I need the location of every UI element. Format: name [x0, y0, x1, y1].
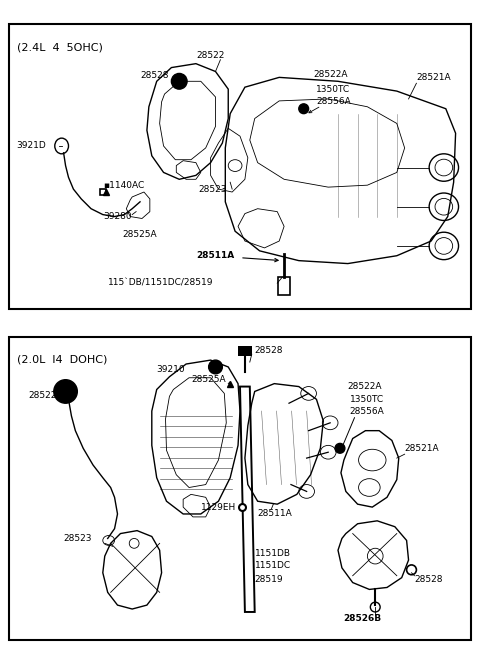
Text: 28556A: 28556A — [316, 97, 351, 106]
Text: 28528: 28528 — [255, 346, 283, 355]
Text: 39280: 39280 — [103, 212, 132, 221]
Text: 1350TC: 1350TC — [350, 395, 384, 404]
Text: 28528: 28528 — [140, 71, 168, 80]
Text: 1151DC: 1151DC — [255, 561, 291, 570]
Text: 28523: 28523 — [63, 534, 92, 543]
Text: 28556A: 28556A — [350, 407, 384, 416]
Text: 115ˋDB/1151DC/28519: 115ˋDB/1151DC/28519 — [108, 279, 213, 288]
Text: 28521A: 28521A — [416, 73, 451, 82]
Text: 28519: 28519 — [255, 575, 283, 584]
Text: 28523: 28523 — [199, 185, 228, 194]
Text: (2.4L  4  5OHC): (2.4L 4 5OHC) — [16, 42, 102, 52]
Circle shape — [54, 380, 77, 403]
Text: 3921D: 3921D — [16, 141, 46, 150]
Text: 1350TC: 1350TC — [316, 85, 350, 94]
Text: (2.0L  l4  DOHC): (2.0L l4 DOHC) — [16, 354, 107, 364]
Text: 28511A: 28511A — [258, 509, 292, 518]
Circle shape — [209, 360, 222, 374]
Text: 28521A: 28521A — [405, 444, 439, 453]
Text: 28522A: 28522A — [313, 70, 348, 79]
Circle shape — [299, 104, 309, 114]
Text: 28525A: 28525A — [122, 230, 157, 238]
Text: 28526B: 28526B — [343, 614, 381, 623]
Text: 28522: 28522 — [28, 391, 57, 400]
Text: 39210: 39210 — [156, 365, 185, 374]
Text: 28525A: 28525A — [191, 375, 226, 384]
Bar — [278, 277, 290, 295]
Circle shape — [335, 443, 345, 453]
Text: 28511A: 28511A — [196, 251, 234, 260]
Text: 28522: 28522 — [196, 51, 224, 60]
Text: 1129EH: 1129EH — [201, 503, 236, 512]
Bar — [238, 346, 252, 356]
Text: 28528: 28528 — [414, 575, 443, 584]
Text: 1151DB: 1151DB — [255, 549, 291, 558]
Text: 28522A: 28522A — [348, 382, 382, 391]
Text: ▪1140AC: ▪1140AC — [103, 181, 144, 190]
Circle shape — [171, 74, 187, 89]
